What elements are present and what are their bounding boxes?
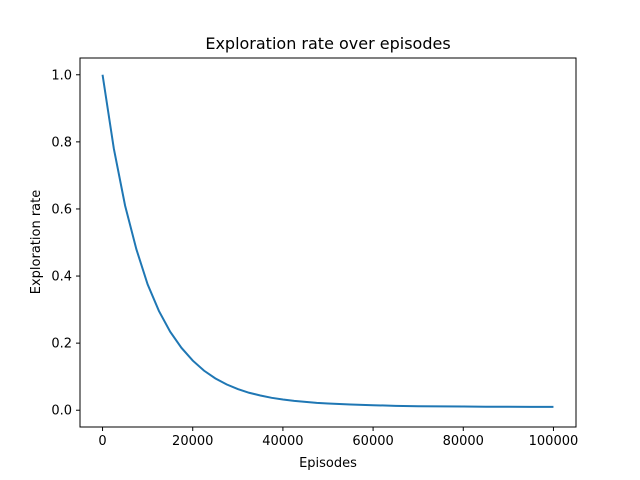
plot-frame bbox=[79, 57, 577, 428]
y-tick-label: 0.2 bbox=[51, 337, 72, 352]
chart-title: Exploration rate over episodes bbox=[205, 34, 450, 53]
y-axis-title: Exploration rate bbox=[29, 190, 44, 294]
x-tick-label: 40000 bbox=[262, 434, 303, 449]
x-axis: 0 20000 40000 60000 80000 100000 bbox=[98, 427, 578, 449]
y-tick-label: 0.4 bbox=[51, 270, 72, 285]
y-axis: 0.0 0.2 0.4 0.6 0.8 1.0 bbox=[51, 68, 80, 419]
x-tick-label: 60000 bbox=[352, 434, 393, 449]
x-tick-label: 20000 bbox=[172, 434, 213, 449]
x-axis-title: Episodes bbox=[299, 456, 357, 471]
x-tick-label: 80000 bbox=[443, 434, 484, 449]
y-tick-label: 0.8 bbox=[51, 135, 72, 150]
y-tick-label: 0.0 bbox=[51, 404, 72, 419]
series-line bbox=[101, 74, 554, 408]
x-tick-label: 100000 bbox=[529, 434, 579, 449]
y-tick-label: 0.6 bbox=[51, 202, 72, 217]
y-tick-label: 1.0 bbox=[51, 68, 72, 83]
x-tick-label: 0 bbox=[98, 434, 106, 449]
